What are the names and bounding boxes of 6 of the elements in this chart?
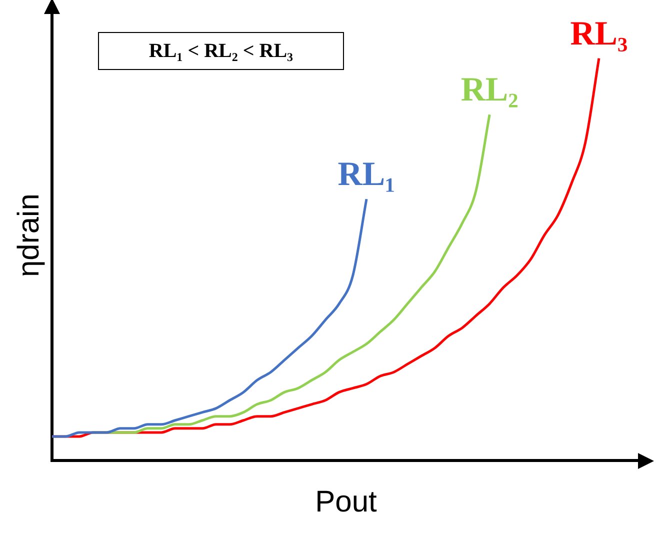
series-label: RL₃	[570, 15, 628, 52]
x-axis-title: Pout	[315, 485, 378, 518]
series-label: RL₂	[460, 72, 518, 109]
y-axis-title: ηdrain	[12, 194, 46, 278]
annotation: RL₁ < RL₂ < RL₃	[98, 32, 344, 70]
series-label: RL₁	[338, 156, 396, 194]
